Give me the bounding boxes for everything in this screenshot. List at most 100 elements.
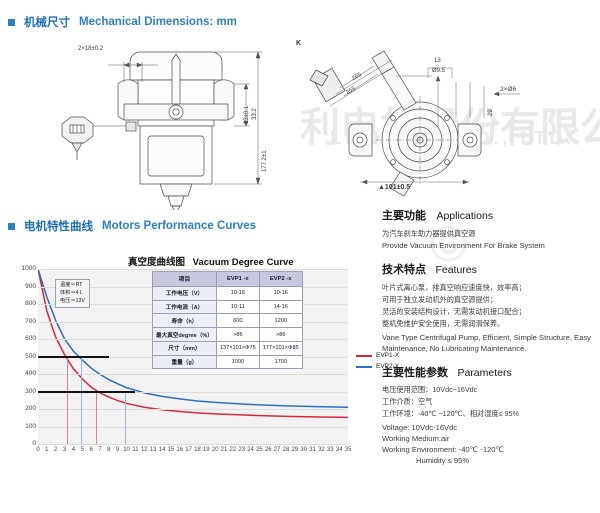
applications-heading-en: Applications bbox=[436, 210, 494, 222]
chart-title-en: Vacuum Degree Curve bbox=[192, 257, 294, 268]
x-axis-tick-label: 15 bbox=[167, 447, 175, 453]
reference-line bbox=[38, 355, 109, 358]
marker-line bbox=[67, 356, 69, 444]
text-line: Working Environment: -40℃ -120℃ bbox=[382, 445, 505, 454]
gridline bbox=[38, 426, 348, 428]
section-header-mechanical: 机械尺寸 Mechanical Dimensions: mm bbox=[8, 14, 237, 30]
x-axis-tick-label: 29 bbox=[291, 447, 299, 453]
annotation-temperature: 温度＝RT bbox=[60, 282, 83, 288]
table-header-row: 项目 EVP1 -x EVP2 -x bbox=[152, 271, 303, 287]
item-cell: 重量（g） bbox=[152, 354, 217, 370]
x-axis-tick-label: 16 bbox=[176, 447, 184, 453]
x-axis-tick-label: 27 bbox=[273, 447, 281, 453]
x-axis-tick-label: 32 bbox=[318, 447, 325, 453]
x-axis-tick-label: 25 bbox=[256, 447, 263, 453]
table-row: 最大真空degree（%） >86 >86 bbox=[152, 327, 303, 342]
x-axis-tick-label: 20 bbox=[211, 447, 219, 453]
dim-101: ▲101±0.5 bbox=[378, 184, 411, 191]
series-line-evp2-x bbox=[38, 269, 348, 408]
item-cell: 最大真空degree（%） bbox=[152, 327, 217, 342]
item-cell: 工作电流（A） bbox=[152, 299, 217, 315]
y-axis-tick-label: 100 bbox=[25, 422, 36, 430]
evp2-cell: 1700 bbox=[258, 354, 303, 370]
parameters-block: 主要性能参数 Parameters 电压使用范围：10Vdc~16Vdc 工作介质… bbox=[382, 363, 594, 466]
x-axis-tick-label: 10 bbox=[123, 447, 130, 453]
table-row: 工作电流（A） 10-11 14-16 bbox=[152, 299, 303, 315]
item-cell: 工作电压（V） bbox=[152, 285, 217, 301]
table-body: 工作电压（V） 10-16 10-16 工作电流（A） 10-11 14-16 寿命（h） 6… bbox=[152, 285, 303, 370]
legend-item-evp2-x: EVP2-X bbox=[356, 363, 399, 370]
x-axis-tick-label: 23 bbox=[238, 447, 246, 453]
legend-item-evp1-x: EVP1-X bbox=[356, 352, 399, 359]
x-axis-tick-label: 17 bbox=[185, 447, 192, 453]
x-axis-tick-label: 11 bbox=[132, 447, 139, 453]
x-axis-tick-label: 21 bbox=[220, 447, 228, 453]
chart-title: 真空度曲线图 Vacuum Degree Curve bbox=[128, 254, 294, 268]
parameters-heading-en: Parameters bbox=[457, 367, 512, 380]
y-axis-tick-label: 300 bbox=[25, 387, 36, 395]
x-axis-tick-label: 9 bbox=[116, 447, 120, 453]
x-axis-tick-label: 6 bbox=[89, 447, 93, 453]
evp2-cell: 10-16 bbox=[258, 285, 303, 301]
reference-line bbox=[38, 390, 136, 393]
x-axis-tick-label: 24 bbox=[247, 447, 254, 453]
legend-label: EVP1-X bbox=[376, 352, 400, 359]
marker-line bbox=[124, 391, 126, 444]
section-title-en: Mechanical Dimensions: mm bbox=[79, 16, 237, 28]
dim-2x18: 2×18±0.2 bbox=[78, 46, 104, 52]
text-line: 工作介质：空气 bbox=[382, 397, 433, 407]
y-axis-tick-label: 1000 bbox=[21, 265, 36, 272]
evp2-cell: >86 bbox=[258, 327, 303, 342]
mechanical-drawings: 2×18±0.2 33±0.1 33.2 177.2±1 265 255 13 … bbox=[0, 32, 600, 215]
table-row: 尺寸（mm） 137×101×Φ75 177×101×Φ85 bbox=[152, 340, 303, 356]
text-line: 叶片式离心泵，排真空响应速度快，效率高； bbox=[382, 282, 526, 292]
x-axis-tick-label: 18 bbox=[194, 447, 201, 453]
gridline bbox=[38, 409, 348, 410]
gridline bbox=[38, 374, 348, 375]
text-line: 工作环境：-40℃ ~120℃、相对湿度≤ 95% bbox=[382, 409, 519, 419]
x-axis-tick-label: 12 bbox=[140, 447, 148, 453]
item-cell: 尺寸（mm） bbox=[152, 340, 217, 356]
x-axis-tick-label: 34 bbox=[335, 447, 343, 453]
applications-heading-cn: 主要功能 bbox=[382, 210, 426, 222]
dim-177-2: 177.2±1 bbox=[262, 150, 268, 172]
x-axis-tick-label: 31 bbox=[309, 447, 316, 453]
text-line: 电压使用范围：10Vdc~16Vdc bbox=[382, 385, 478, 395]
section-title-cn: 电机特性曲线 bbox=[24, 221, 93, 233]
col-item: 项目 bbox=[152, 271, 217, 287]
bullet-square-icon bbox=[8, 222, 15, 230]
evp2-cell: 177×101×Φ85 bbox=[258, 340, 303, 356]
x-axis-tick-label: 5 bbox=[80, 447, 84, 453]
applications-body-en: Provide Vacuum Environment For Brake Sys… bbox=[382, 240, 545, 250]
y-axis-tick-label: 0 bbox=[32, 440, 36, 447]
section-title-en: Motors Performance Curves bbox=[102, 220, 257, 232]
x-axis-tick-label: 1 bbox=[45, 447, 49, 453]
y-axis-tick-label: 700 bbox=[25, 317, 36, 325]
features-heading: 技术特点 Features bbox=[382, 260, 594, 278]
x-axis-tick-label: 35 bbox=[344, 447, 352, 453]
dim-33: 33±0.1 bbox=[244, 105, 250, 124]
gridline bbox=[38, 444, 348, 445]
annotation-volume: 体积＝4 L bbox=[60, 289, 83, 296]
x-axis-tick-label: 3 bbox=[62, 447, 67, 453]
evp2-cell: 14-16 bbox=[258, 299, 303, 315]
drawing-svg bbox=[61, 50, 520, 215]
features-heading-cn: 技术特点 bbox=[382, 263, 426, 276]
text-line: Voltage: 10Vdc-16Vdc bbox=[382, 423, 458, 432]
applications-block: 主要功能 Applications 为汽车刹车助力器提供真空源 Provide … bbox=[382, 206, 594, 251]
x-axis-tick-label: 26 bbox=[264, 447, 272, 453]
evp1-cell: 1000 bbox=[215, 354, 260, 370]
x-axis-tick-label: 13 bbox=[149, 447, 157, 453]
spec-table: 项目 EVP1 -x EVP2 -x 工作电压（V） 10-16 10-16 工作电流… bbox=[152, 271, 303, 370]
y-axis-tick-label: 500 bbox=[25, 352, 36, 360]
table-row: 重量（g） 1000 1700 bbox=[152, 354, 303, 370]
parameters-humidity: Humidity ≤ 95% bbox=[416, 456, 470, 465]
applications-body-cn: 为汽车刹车助力器提供真空源 bbox=[382, 229, 476, 238]
dim-29: 29 bbox=[488, 109, 494, 116]
dim-13: 13 bbox=[434, 58, 441, 64]
marker-line bbox=[96, 391, 98, 444]
dim-diameter-9-5: Ø9.5 bbox=[432, 68, 446, 74]
y-axis-tick-label: 900 bbox=[25, 282, 36, 290]
x-axis-tick-label: 30 bbox=[300, 447, 308, 453]
legend-swatch bbox=[356, 354, 372, 357]
